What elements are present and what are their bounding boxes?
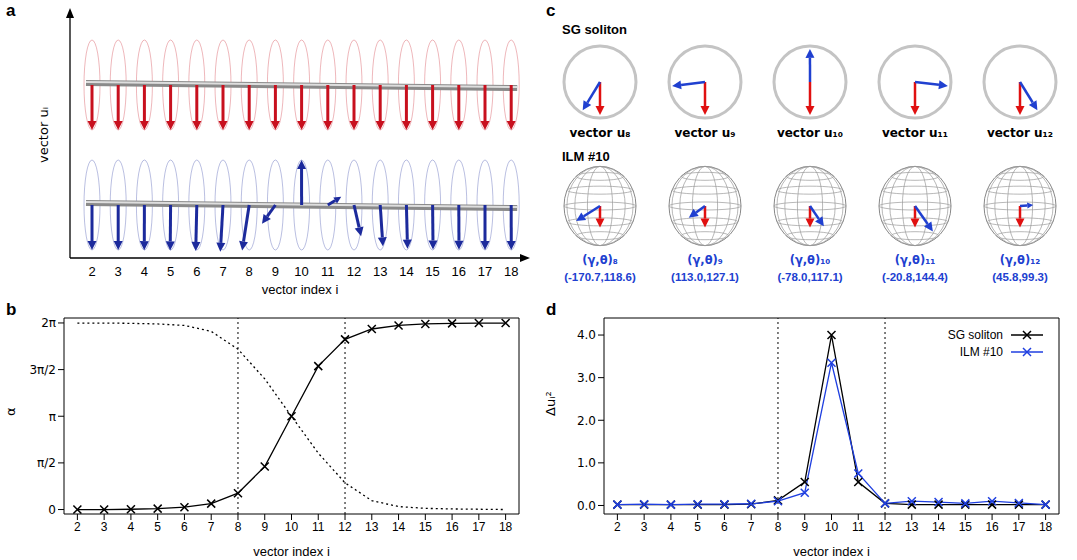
html-text:d: d [546, 300, 557, 319]
svg-text:vector index i: vector index i [793, 544, 870, 559]
svg-text:(-20.8,144.4): (-20.8,144.4) [882, 271, 948, 283]
svg-text:8: 8 [235, 520, 242, 534]
svg-text:16: 16 [445, 520, 459, 534]
svg-text:(γ,θ)₁₁: (γ,θ)₁₁ [895, 253, 936, 267]
svg-text:(113.0,127.1): (113.0,127.1) [671, 271, 739, 283]
svg-text:12: 12 [878, 520, 892, 534]
svg-text:4: 4 [668, 520, 675, 534]
svg-text:17: 17 [1012, 520, 1026, 534]
html-text:b: b [6, 300, 17, 319]
svg-text:0: 0 [48, 503, 56, 517]
svg-text:16: 16 [452, 264, 466, 279]
svg-text:(γ,θ)₁₀: (γ,θ)₁₀ [790, 253, 831, 267]
svg-text:18: 18 [1039, 520, 1053, 534]
svg-text:vector u₁₁: vector u₁₁ [882, 126, 948, 140]
svg-text:α: α [3, 407, 18, 416]
svg-text:11: 11 [312, 520, 325, 534]
html-text:SG soliton: SG soliton [947, 327, 1003, 342]
svg-text:15: 15 [425, 264, 439, 279]
svg-text:6: 6 [181, 520, 188, 534]
svg-text:π/2: π/2 [37, 456, 56, 470]
svg-text:c: c [546, 1, 555, 20]
svg-text:(γ,θ)₉: (γ,θ)₉ [687, 253, 723, 267]
svg-text:13: 13 [905, 520, 919, 534]
svg-text:4: 4 [141, 264, 148, 279]
svg-text:(-170.7,118.6): (-170.7,118.6) [564, 271, 636, 283]
svg-text:10: 10 [825, 520, 839, 534]
svg-text:2: 2 [74, 520, 81, 534]
svg-text:13: 13 [373, 264, 387, 279]
svg-text:vector index i: vector index i [253, 544, 330, 559]
svg-text:8: 8 [246, 264, 253, 279]
svg-text:15: 15 [959, 520, 973, 534]
svg-text:vector index i: vector index i [262, 282, 339, 297]
svg-text:5: 5 [167, 264, 174, 279]
svg-text:3: 3 [641, 520, 648, 534]
svg-text:2: 2 [614, 520, 621, 534]
svg-text:2π: 2π [41, 316, 56, 330]
svg-text:vector u₁₂: vector u₁₂ [987, 126, 1053, 140]
svg-text:10: 10 [294, 264, 308, 279]
svg-text:a: a [6, 1, 16, 20]
svg-text:(γ,θ)₁₂: (γ,θ)₁₂ [1000, 253, 1041, 267]
svg-text:17: 17 [472, 520, 486, 534]
svg-text:vector u₁₀: vector u₁₀ [777, 126, 843, 140]
svg-text:9: 9 [272, 264, 279, 279]
svg-text:2.0: 2.0 [577, 414, 596, 428]
svg-text:2: 2 [88, 264, 95, 279]
svg-text:4: 4 [128, 520, 135, 534]
svg-text:7: 7 [748, 520, 755, 534]
svg-text:3π/2: 3π/2 [29, 363, 56, 377]
svg-text:8: 8 [775, 520, 782, 534]
svg-text:9: 9 [261, 520, 268, 534]
svg-text:14: 14 [932, 520, 946, 534]
svg-text:(-78.0,117.1): (-78.0,117.1) [777, 271, 842, 283]
svg-text:(γ,θ)₈: (γ,θ)₈ [582, 253, 618, 267]
svg-text:1.0: 1.0 [577, 456, 596, 470]
svg-text:(45.8,99.3): (45.8,99.3) [992, 271, 1048, 283]
svg-text:3: 3 [115, 264, 122, 279]
svg-text:3: 3 [101, 520, 108, 534]
svg-text:Δuᵢ²: Δuᵢ² [543, 391, 558, 416]
svg-text:17: 17 [478, 264, 492, 279]
html-text:ILM #10: ILM #10 [959, 344, 1003, 359]
svg-text:6: 6 [193, 264, 200, 279]
svg-text:vector uᵢ: vector uᵢ [36, 107, 51, 163]
svg-text:0.0: 0.0 [577, 499, 596, 513]
svg-text:15: 15 [419, 520, 433, 534]
svg-text:14: 14 [399, 264, 413, 279]
svg-text:6: 6 [721, 520, 728, 534]
svg-text:18: 18 [504, 264, 518, 279]
svg-text:14: 14 [392, 520, 406, 534]
svg-text:SG soliton: SG soliton [562, 22, 627, 37]
svg-text:5: 5 [154, 520, 161, 534]
svg-text:12: 12 [338, 520, 352, 534]
svg-text:3.0: 3.0 [577, 371, 596, 385]
svg-text:5: 5 [694, 520, 701, 534]
svg-text:π: π [49, 410, 56, 424]
svg-text:vector u₉: vector u₉ [675, 126, 736, 140]
svg-text:vector u₈: vector u₈ [570, 126, 631, 140]
svg-text:13: 13 [365, 520, 379, 534]
svg-text:7: 7 [219, 264, 226, 279]
svg-text:10: 10 [285, 520, 299, 534]
svg-text:ILM #10: ILM #10 [562, 149, 610, 164]
svg-text:18: 18 [499, 520, 513, 534]
svg-text:16: 16 [985, 520, 999, 534]
svg-text:11: 11 [321, 264, 335, 279]
svg-text:12: 12 [347, 264, 361, 279]
svg-text:9: 9 [801, 520, 808, 534]
svg-text:4.0: 4.0 [577, 328, 596, 342]
svg-text:7: 7 [208, 520, 215, 534]
svg-text:11: 11 [852, 520, 865, 534]
